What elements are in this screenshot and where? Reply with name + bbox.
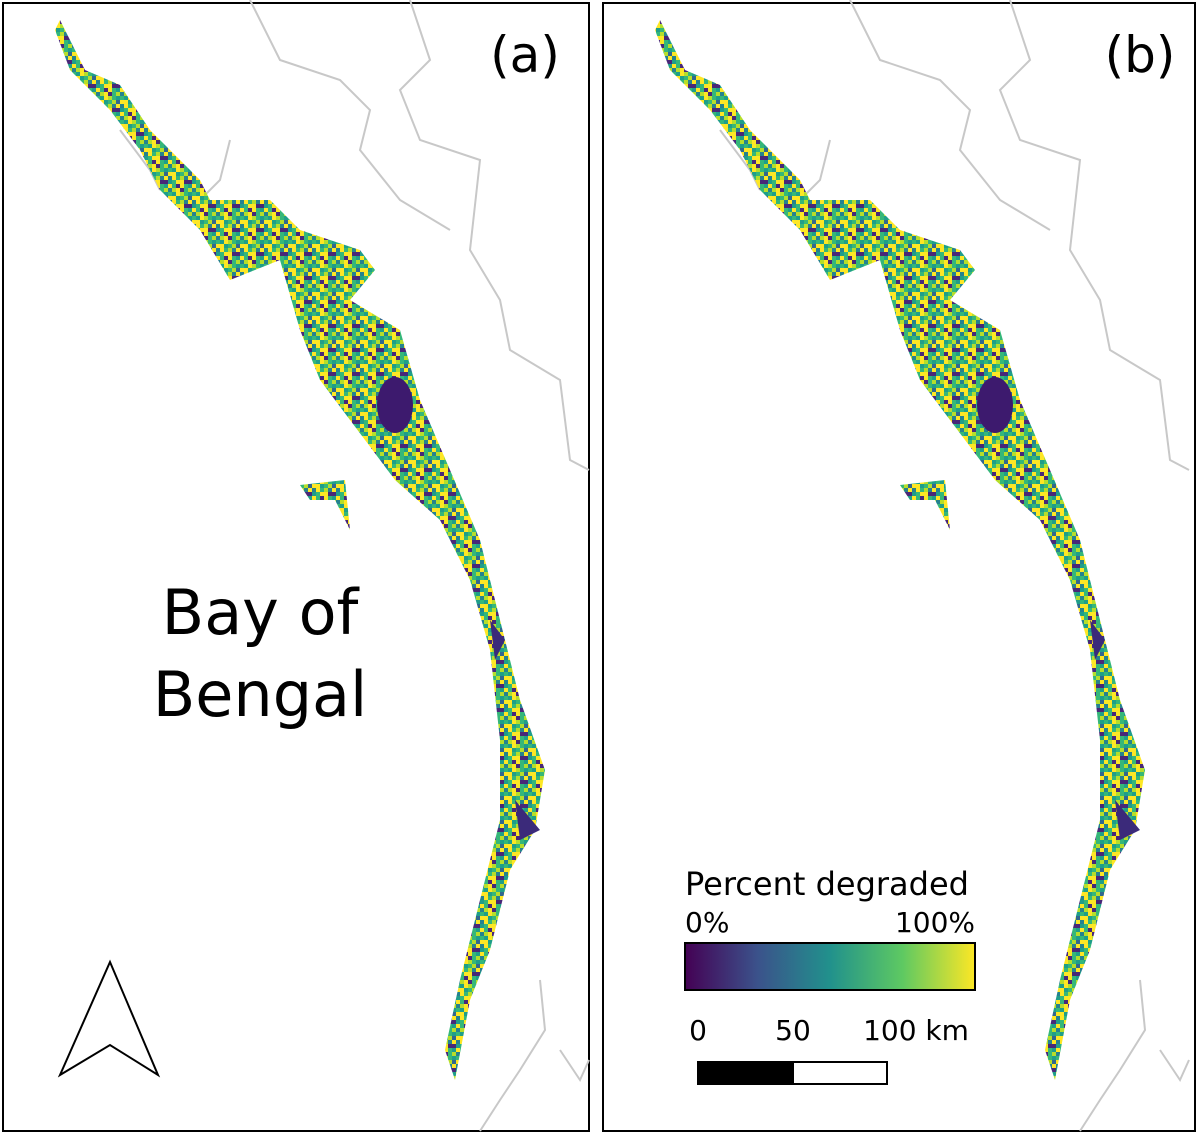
sea-label: Bengal [153, 658, 368, 731]
scale-bar-segment [697, 1061, 794, 1085]
legend-min: 0% [685, 906, 729, 939]
scale-label: 100 km [863, 1014, 969, 1047]
scale-label: 50 [775, 1014, 811, 1047]
panel-label: (a) [490, 26, 560, 84]
scale-bar-segment [792, 1061, 888, 1085]
legend-max: 100% [895, 906, 975, 939]
panel-label: (b) [1105, 26, 1176, 84]
scale-label: 0 [689, 1014, 707, 1047]
north-arrow [57, 959, 161, 1078]
legend-title: Percent degraded [685, 865, 969, 903]
color-ramp [684, 942, 976, 991]
panel-frame [2, 2, 590, 1132]
sea-label: Bay of [162, 576, 361, 649]
